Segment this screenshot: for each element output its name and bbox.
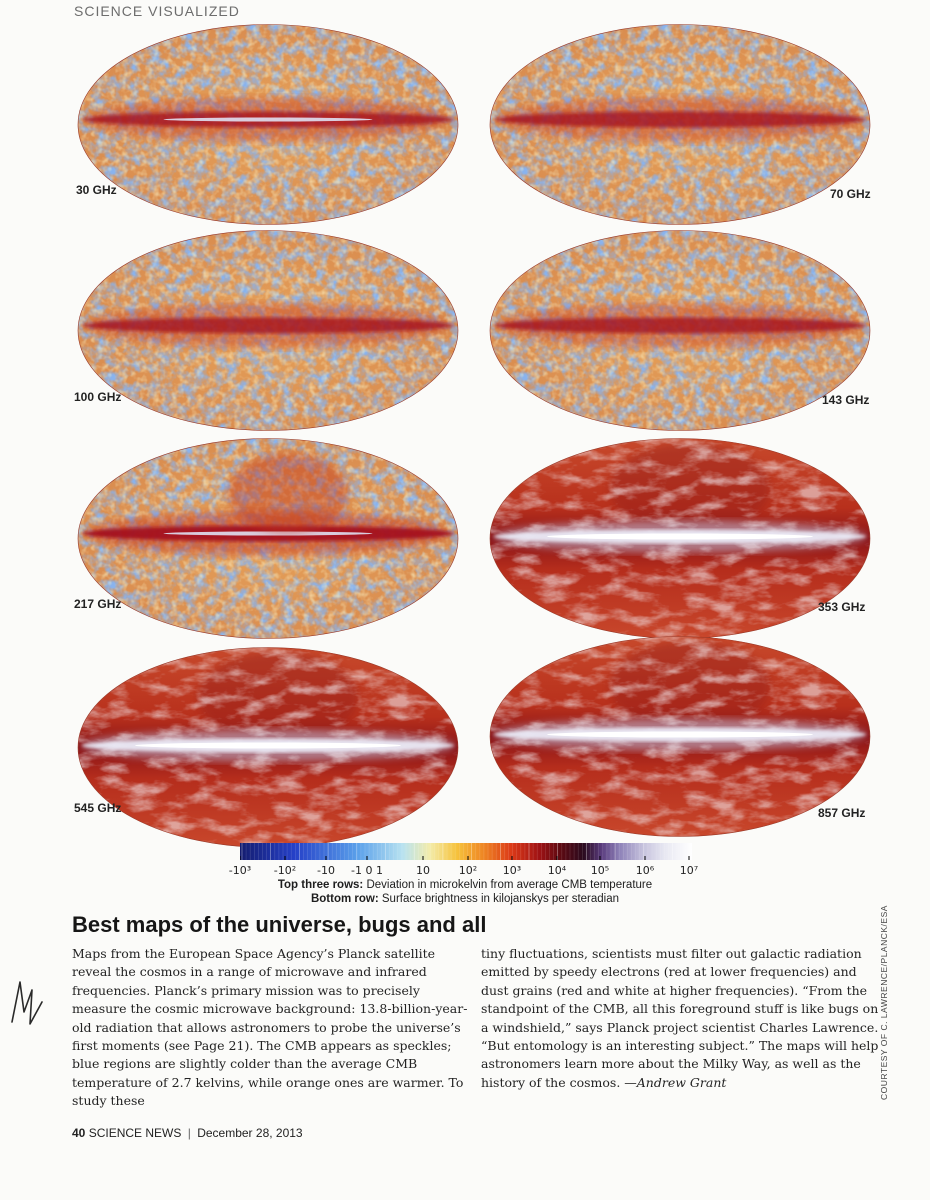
sky-map-30ghz (72, 22, 464, 227)
sky-map-857ghz (484, 634, 876, 839)
scale-tick-label: 10 (416, 864, 430, 877)
scale-tick-label: 10³ (502, 864, 522, 877)
caption-top-label: Top three rows: (277, 879, 364, 891)
publication-name: SCIENCE NEWS (88, 1126, 182, 1140)
handwritten-mark-icon (11, 981, 43, 1025)
scale-tick-label: -10³ (228, 864, 252, 877)
scale-tick-label: -10 (317, 864, 335, 877)
body-text-right: tiny fluctuations, scientists must filte… (481, 946, 879, 1090)
footer-separator: | (187, 1126, 191, 1140)
frequency-label: 30 GHz (76, 183, 117, 197)
scale-tick-label: 10⁷ (679, 864, 699, 877)
photo-credit: COURTESY OF C. LAWRENCE/PLANCK/ESA (879, 905, 889, 1100)
frequency-label: 217 GHz (74, 597, 122, 611)
page-number: 40 (72, 1126, 86, 1140)
article-body-left: Maps from the European Space Agency’s Pl… (72, 945, 472, 1111)
scale-tick-label: 10⁵ (590, 864, 610, 877)
sky-map-143ghz (484, 228, 876, 433)
caption-bottom-text: Surface brightness in kilojanskys per st… (381, 893, 620, 905)
scale-tick-label: -10² (273, 864, 297, 877)
sky-map-70ghz (484, 22, 876, 227)
sky-map-545ghz (72, 645, 464, 850)
byline: Andrew Grant (636, 1074, 727, 1090)
frequency-label: 100 GHz (74, 390, 122, 404)
scale-tick-label: -1 0 1 (351, 864, 383, 877)
caption-bottom-label: Bottom row: (310, 893, 379, 905)
frequency-label: 353 GHz (818, 600, 866, 614)
section-label: SCIENCE VISUALIZED (74, 3, 240, 19)
article-headline: Best maps of the universe, bugs and all (72, 912, 487, 937)
sky-map-353ghz (484, 436, 876, 641)
sky-map-217ghz (72, 436, 464, 641)
frequency-label: 70 GHz (830, 187, 871, 201)
body-paragraph-right: tiny fluctuations, scientists must filte… (481, 945, 881, 1092)
frequency-label: 857 GHz (818, 806, 866, 820)
frequency-label: 143 GHz (822, 393, 870, 407)
color-scale-bar (240, 843, 692, 860)
sky-map-100ghz (72, 228, 464, 433)
frequency-label: 545 GHz (74, 801, 122, 815)
scale-tick-label: 10⁶ (635, 864, 655, 877)
page-footer: 40 SCIENCE NEWS | December 28, 2013 (72, 1126, 303, 1140)
scale-tick-label: 10² (458, 864, 478, 877)
issue-date: December 28, 2013 (197, 1126, 303, 1140)
body-paragraph-left: Maps from the European Space Agency’s Pl… (72, 946, 468, 1109)
article-body-right: tiny fluctuations, scientists must filte… (481, 945, 881, 1092)
scale-tick-label: 10⁴ (547, 864, 567, 877)
caption-top-text: Deviation in microkelvin from average CM… (366, 879, 653, 891)
scale-caption: Top three rows: Deviation in microkelvin… (0, 878, 930, 906)
